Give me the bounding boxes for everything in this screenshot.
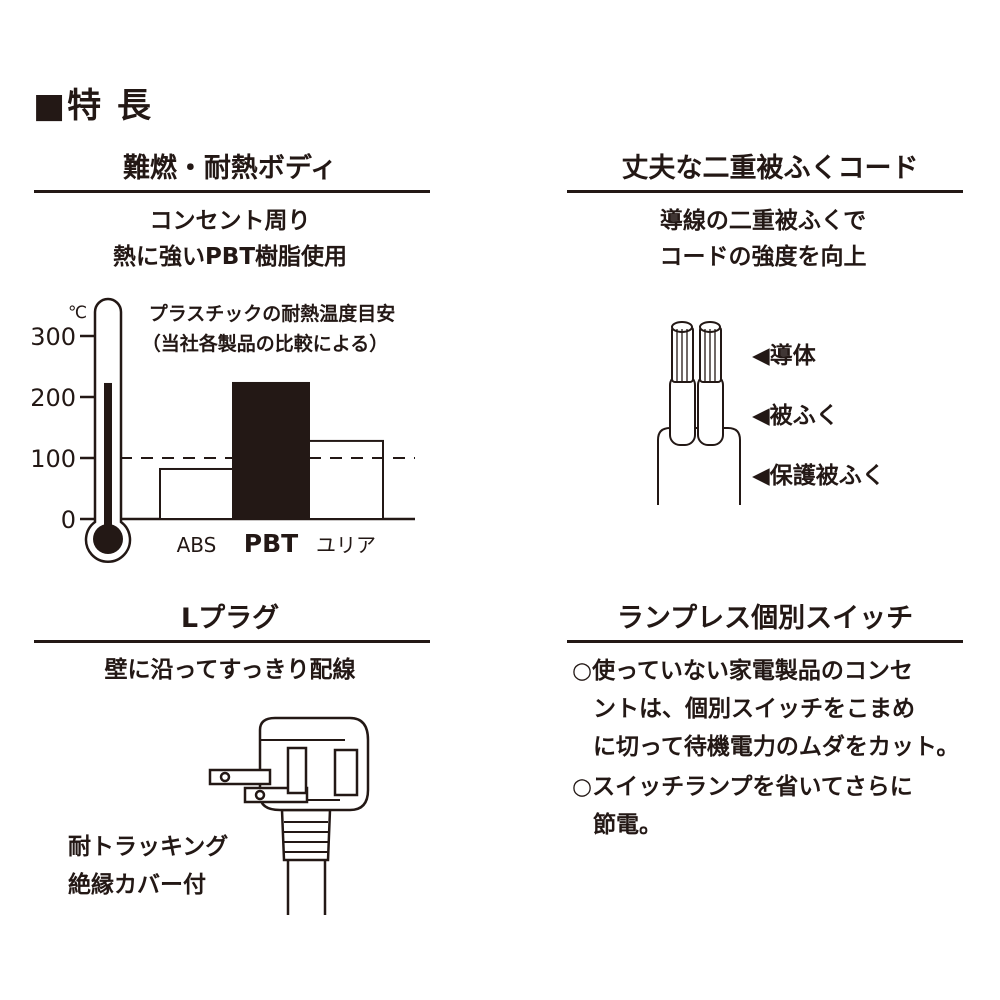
subtext-line: 導線の二重被ふくで [659,208,867,234]
bullet-line: ○スイッチランプを省いてさらに [572,774,913,800]
subtext-line: コードの強度を向上 [659,244,867,270]
divider [567,640,963,643]
x-tick-label: ユリア [316,533,376,557]
label-conductor: ◀導体 [752,343,816,369]
bullet-line: 節電。 [593,812,662,838]
bullet-standby-power: ○使っていない家電製品のコンセ ントは、個別スイッチをこまめ に切って待機電力の… [572,652,959,766]
chart-subtitle: （当社各製品の比較による） [142,332,388,355]
cord-cross-section-illustration [657,321,741,505]
subtext-line: コンセント周り [149,208,311,234]
bullet-line: ○使っていない家電製品のコンセ [572,658,913,684]
label-protective-coating: ◀保護被ふく [752,463,885,489]
x-tick-label: ABS [177,533,217,557]
l-plug-illustration [208,716,370,915]
page-title: ■特 長 [33,86,153,126]
bullet-line: ントは、個別スイッチをこまめ [593,696,915,722]
subtext: 壁に沿ってすっきり配線 [104,657,356,683]
divider [567,190,963,193]
bullet-line: に切って待機電力のムダをカット。 [593,734,960,760]
label-coating: ◀被ふく [752,403,839,429]
subtext: コンセント周り 熱に強いPBT樹脂使用 [30,203,430,275]
divider [34,640,430,643]
y-tick-label: 300 [30,323,76,351]
label-line: 耐トラッキング [68,834,229,860]
heading-individual-switch: ランプレス個別スイッチ [616,603,914,634]
bullet-no-lamp: ○スイッチランプを省いてさらに 節電。 [572,768,913,844]
subtext-line: 熱に強いPBT樹脂使用 [112,244,348,270]
tracking-cover-label: 耐トラッキング 絶縁カバー付 [68,828,228,904]
subtext: 導線の二重被ふくで コードの強度を向上 [563,203,963,275]
y-tick-label: 100 [30,445,76,473]
y-unit: ℃ [68,303,87,323]
x-tick-label: PBT [244,529,298,558]
divider [34,190,430,193]
heading-l-plug: Lプラグ [180,603,280,634]
y-tick-label: 0 [61,506,76,534]
heading-flame-retardant: 難燃・耐熱ボディ [122,153,338,184]
heading-double-coated-cord: 丈夫な二重被ふくコード [621,153,919,184]
bar-ABS [159,467,234,520]
heat-chart: ℃ プラスチックの耐熱温度目安 （当社各製品の比較による） 0 100 200 300… [30,297,415,563]
bar-PBT [232,381,310,520]
y-tick-label: 200 [30,384,76,412]
chart-title: プラスチックの耐熱温度目安 [149,302,396,325]
label-line: 絶縁カバー付 [68,872,206,898]
thermometer-icon [84,297,132,563]
bar-ユリア [308,439,384,520]
